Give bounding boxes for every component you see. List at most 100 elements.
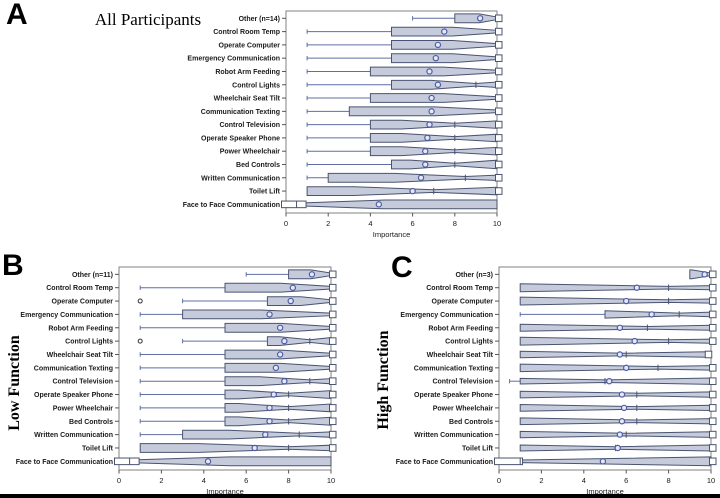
- notch-fold-left: [114, 457, 140, 466]
- mean-marker: [308, 271, 316, 278]
- mean-marker: [276, 324, 284, 331]
- notch-fold-right: [709, 270, 717, 279]
- panel-b-boxplot-svg: 0 2 4 6 8 10 Importance Other (n=11) Control Roo…: [16, 266, 337, 496]
- mean-marker: [631, 337, 638, 345]
- figure-bottom-border: [0, 494, 720, 498]
- category-label: Toilet Lift: [249, 189, 281, 196]
- notched-box: [391, 159, 498, 170]
- panel-a-title: All Participants: [94, 10, 202, 29]
- mean-marker: [289, 284, 297, 291]
- notch-fold-right: [704, 350, 713, 359]
- category-label: Operate Computer: [52, 299, 114, 306]
- notched-box: [306, 186, 498, 196]
- notch-fold-right: [495, 160, 503, 169]
- mean-marker: [281, 377, 288, 385]
- x-tick-label: 4: [202, 476, 206, 485]
- notch-fold-right: [495, 107, 503, 116]
- category-label: Control Room Temp: [46, 285, 113, 292]
- notched-box: [604, 310, 712, 319]
- mean-marker: [618, 391, 626, 398]
- notch-fold-left: [494, 457, 523, 466]
- mean-marker: [426, 68, 433, 75]
- mean-marker: [606, 377, 613, 385]
- panel-c-letter: C: [391, 251, 413, 284]
- category-label: Bed Controls: [449, 419, 493, 426]
- category-label: Face to Face Communication: [183, 202, 280, 209]
- category-label: Control Lights: [445, 339, 493, 346]
- mean-marker: [476, 15, 484, 22]
- panel-c-chart: 0 2 4 6 8 10 Importance Other (n=3) Control Room…: [358, 252, 720, 498]
- notch-fold-right: [495, 120, 503, 129]
- x-tick-label: 2: [539, 476, 543, 485]
- notched-box: [519, 390, 712, 399]
- category-label: Emergency Communication: [400, 312, 493, 319]
- notch-fold-right: [709, 417, 717, 426]
- category-label: Robot Arm Feeding: [48, 325, 113, 332]
- mean-marker: [422, 161, 429, 168]
- mean-marker: [701, 271, 708, 278]
- notch-fold-right: [329, 323, 337, 332]
- notch-fold-right: [495, 54, 503, 62]
- mean-marker: [426, 121, 433, 128]
- panel-c-boxplot-svg: 0 2 4 6 8 10 Importance Other (n=3) Control Room…: [396, 266, 717, 496]
- category-label: Robot Arm Feeding: [428, 325, 493, 332]
- notched-box: [519, 377, 712, 385]
- panel-a-boxplot-svg: 0 2 4 6 8 10 Importance Other (n=14) Control Roo…: [183, 10, 503, 239]
- x-tick-label: 0: [284, 219, 288, 228]
- notched-box: [348, 106, 498, 117]
- notch-fold-right: [709, 404, 717, 412]
- x-tick-label: 6: [624, 476, 628, 485]
- mean-marker: [422, 148, 429, 155]
- mean-marker: [618, 418, 626, 425]
- mean-marker: [616, 324, 624, 331]
- notch-fold-right: [709, 444, 717, 452]
- notch-fold-right: [329, 297, 337, 305]
- notched-box: [327, 172, 498, 183]
- x-tick-label: 6: [411, 219, 415, 228]
- notch-fold-right: [495, 67, 503, 76]
- notch-fold-right: [495, 41, 503, 49]
- category-label: Emergency Communication: [20, 312, 113, 319]
- x-tick-label: 0: [117, 476, 121, 485]
- mean-marker: [648, 311, 655, 318]
- category-label: Control Television: [219, 122, 280, 129]
- category-label: Robot Arm Feeding: [215, 69, 280, 76]
- mean-marker: [204, 458, 212, 465]
- mean-marker: [434, 41, 442, 49]
- mean-marker: [262, 431, 269, 438]
- mean-marker: [287, 297, 294, 305]
- notched-box: [369, 119, 498, 130]
- x-tick-label: 6: [244, 476, 248, 485]
- panel-b-letter: B: [2, 249, 24, 282]
- notched-box: [224, 416, 332, 427]
- notch-fold-right: [709, 457, 717, 466]
- category-label: Written Communication: [201, 175, 280, 182]
- notched-box: [391, 79, 498, 90]
- x-tick-label: 8: [453, 219, 457, 228]
- mean-marker: [281, 337, 288, 345]
- category-label: Emergency Communication: [187, 56, 280, 63]
- mean-marker: [599, 458, 607, 465]
- notch-fold-right: [495, 27, 503, 36]
- x-tick-label: 2: [326, 219, 330, 228]
- category-label: Other (n=14): [239, 16, 280, 23]
- mean-marker: [623, 364, 630, 372]
- notch-fold-right: [329, 310, 337, 319]
- notch-fold-right: [495, 147, 503, 156]
- category-label: Operate Speaker Phone: [414, 392, 493, 399]
- category-label: Bed Controls: [69, 419, 113, 426]
- category-label: Wheelchair Seat Tilt: [214, 96, 281, 103]
- mean-marker: [424, 134, 431, 142]
- category-label: Written Communication: [414, 432, 493, 439]
- x-tick-label: 4: [582, 476, 586, 485]
- category-label: Communication Texting: [34, 365, 113, 372]
- outlier-marker: [137, 298, 143, 304]
- notch-fold-right: [329, 377, 337, 385]
- notched-box: [519, 430, 712, 439]
- notched-box: [224, 389, 332, 400]
- category-label: Toilet Lift: [462, 445, 494, 452]
- notch-fold-right: [329, 430, 337, 439]
- notched-box: [454, 13, 498, 24]
- notch-fold-right: [495, 173, 503, 182]
